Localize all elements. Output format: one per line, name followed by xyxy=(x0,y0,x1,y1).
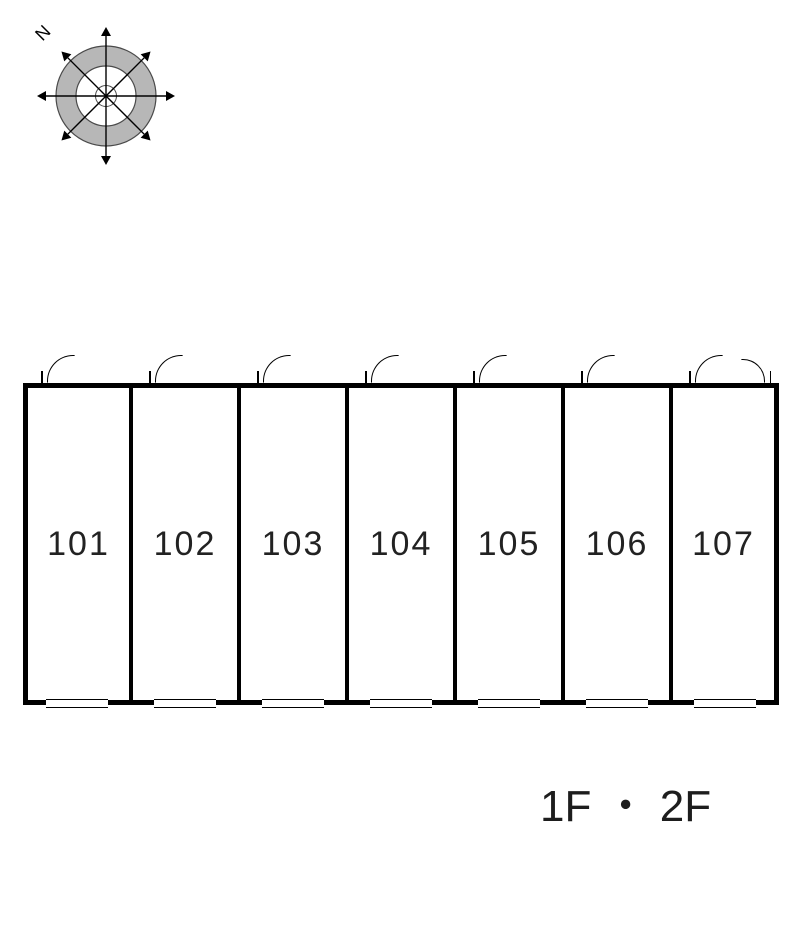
window-icon xyxy=(46,699,108,708)
unit-103: 103 xyxy=(239,383,347,705)
window-icon xyxy=(262,699,324,708)
door-icon xyxy=(149,355,183,383)
unit-105: 105 xyxy=(455,383,563,705)
door-icon xyxy=(365,355,399,383)
window-icon xyxy=(478,699,540,708)
compass-north-label: N xyxy=(31,21,54,44)
window-icon xyxy=(586,699,648,708)
unit-label: 102 xyxy=(154,525,217,564)
unit-101: 101 xyxy=(23,383,131,705)
unit-label: 101 xyxy=(47,525,110,564)
floor-plan: 101 102 103 104 105 106 107 xyxy=(23,383,779,705)
canvas: N 101 102 103 104 105 106 107 1F ・ 2F xyxy=(0,0,800,940)
unit-label: 105 xyxy=(478,525,541,564)
door-icon xyxy=(689,355,723,383)
door-icon xyxy=(473,355,507,383)
unit-106: 106 xyxy=(563,383,671,705)
door-icon xyxy=(41,355,75,383)
window-icon xyxy=(370,699,432,708)
unit-label: 106 xyxy=(586,525,649,564)
unit-107: 107 xyxy=(671,383,779,705)
door-icon xyxy=(741,359,771,383)
window-icon xyxy=(694,699,756,708)
unit-102: 102 xyxy=(131,383,239,705)
door-icon xyxy=(257,355,291,383)
door-icon xyxy=(581,355,615,383)
unit-label: 104 xyxy=(370,525,433,564)
compass-rose: N xyxy=(26,16,186,176)
floor-label: 1F ・ 2F xyxy=(540,770,711,834)
unit-104: 104 xyxy=(347,383,455,705)
unit-label: 103 xyxy=(262,525,325,564)
window-icon xyxy=(154,699,216,708)
unit-label: 107 xyxy=(692,525,755,564)
